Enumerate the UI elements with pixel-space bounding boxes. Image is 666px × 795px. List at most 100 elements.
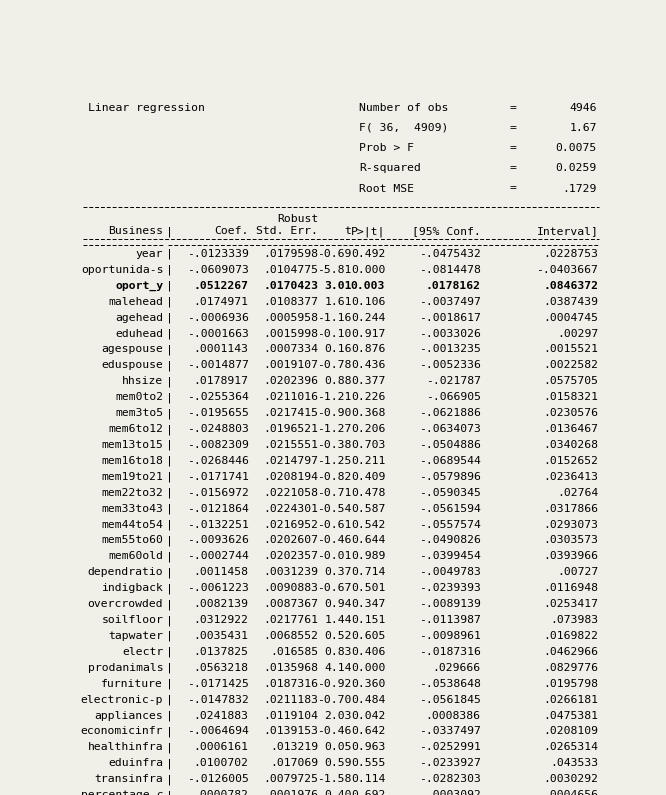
Text: .0208194: .0208194 — [263, 471, 318, 482]
Text: -0.70: -0.70 — [317, 695, 352, 704]
Text: .0512267: .0512267 — [193, 281, 248, 291]
Text: .0253417: .0253417 — [543, 599, 598, 609]
Text: |: | — [166, 487, 172, 498]
Text: .0195798: .0195798 — [543, 679, 598, 688]
Text: .0241883: .0241883 — [193, 711, 248, 720]
Text: .0214797: .0214797 — [263, 456, 318, 466]
Text: .0006161: .0006161 — [193, 743, 248, 752]
Text: -.0002744: -.0002744 — [186, 552, 248, 561]
Text: 0.484: 0.484 — [351, 695, 385, 704]
Text: 0.406: 0.406 — [351, 647, 385, 657]
Text: .0031239: .0031239 — [263, 568, 318, 577]
Text: -.0052336: -.0052336 — [419, 360, 481, 370]
Text: -.0475432: -.0475432 — [419, 249, 481, 259]
Text: .0293073: .0293073 — [543, 519, 598, 529]
Text: -.0590345: -.0590345 — [419, 487, 481, 498]
Text: 0.000: 0.000 — [351, 265, 385, 275]
Text: 0.000: 0.000 — [351, 663, 385, 673]
Text: -.0252991: -.0252991 — [419, 743, 481, 752]
Text: .0030292: .0030292 — [543, 774, 598, 784]
Text: |: | — [166, 774, 172, 785]
Text: |: | — [166, 790, 172, 795]
Text: Business: Business — [109, 226, 163, 236]
Text: -.0093626: -.0093626 — [186, 535, 248, 545]
Text: .0000782: .0000782 — [193, 790, 248, 795]
Text: 0.963: 0.963 — [351, 743, 385, 752]
Text: mem22to32: mem22to32 — [101, 487, 163, 498]
Text: eduhead: eduhead — [115, 328, 163, 339]
Text: 0.492: 0.492 — [351, 249, 385, 259]
Text: |: | — [166, 695, 172, 705]
Text: -.0147832: -.0147832 — [186, 695, 248, 704]
Text: |: | — [166, 376, 172, 386]
Text: 0.555: 0.555 — [351, 758, 385, 768]
Text: |: | — [166, 265, 172, 275]
Text: mem13to15: mem13to15 — [101, 440, 163, 450]
Text: -.0013235: -.0013235 — [419, 344, 481, 355]
Text: -0.78: -0.78 — [317, 360, 352, 370]
Text: .0001143: .0001143 — [193, 344, 248, 355]
Text: .0090883: .0090883 — [263, 584, 318, 593]
Text: -0.82: -0.82 — [317, 471, 352, 482]
Text: -.0098961: -.0098961 — [419, 631, 481, 641]
Text: economicinfr: economicinfr — [81, 727, 163, 736]
Text: |: | — [166, 226, 172, 237]
Text: .0116948: .0116948 — [543, 584, 598, 593]
Text: -0.71: -0.71 — [317, 487, 352, 498]
Text: 4.14: 4.14 — [324, 663, 352, 673]
Text: -.0049783: -.0049783 — [419, 568, 481, 577]
Text: .0462966: .0462966 — [543, 647, 598, 657]
Text: .0022582: .0022582 — [543, 360, 598, 370]
Text: .0317866: .0317866 — [543, 503, 598, 514]
Text: agespouse: agespouse — [101, 344, 163, 355]
Text: 0.042: 0.042 — [351, 711, 385, 720]
Text: .016585: .016585 — [270, 647, 318, 657]
Text: -.0061223: -.0061223 — [186, 584, 248, 593]
Text: 0.52: 0.52 — [324, 631, 352, 641]
Text: 0.501: 0.501 — [351, 584, 385, 593]
Text: |: | — [166, 552, 172, 562]
Text: 0.876: 0.876 — [351, 344, 385, 355]
Text: .0216952: .0216952 — [263, 519, 318, 529]
Text: .0007334: .0007334 — [263, 344, 318, 355]
Text: 0.587: 0.587 — [351, 503, 385, 514]
Text: 0.347: 0.347 — [351, 599, 385, 609]
Text: =: = — [509, 143, 516, 153]
Text: 0.003: 0.003 — [351, 281, 385, 291]
Text: 0.16: 0.16 — [324, 344, 352, 355]
Text: Coef.: Coef. — [214, 226, 248, 236]
Text: F( 36,  4909): F( 36, 4909) — [360, 123, 449, 133]
Text: 0.409: 0.409 — [351, 471, 385, 482]
Text: 0.151: 0.151 — [351, 615, 385, 625]
Text: .0202396: .0202396 — [263, 376, 318, 386]
Text: mem16to18: mem16to18 — [101, 456, 163, 466]
Text: |: | — [166, 281, 172, 291]
Text: eduinfra: eduinfra — [109, 758, 163, 768]
Text: -.0014877: -.0014877 — [186, 360, 248, 370]
Text: 1.67: 1.67 — [569, 123, 597, 133]
Text: -1.16: -1.16 — [317, 312, 352, 323]
Text: |: | — [166, 519, 172, 530]
Text: 2.03: 2.03 — [324, 711, 352, 720]
Text: 0.644: 0.644 — [351, 535, 385, 545]
Text: |: | — [166, 647, 172, 657]
Text: -0.10: -0.10 — [317, 328, 352, 339]
Text: .0079725: .0079725 — [263, 774, 318, 784]
Text: .0221058: .0221058 — [263, 487, 318, 498]
Text: mem3to5: mem3to5 — [115, 408, 163, 418]
Text: .0104775: .0104775 — [263, 265, 318, 275]
Text: -.0399454: -.0399454 — [419, 552, 481, 561]
Text: -.0282303: -.0282303 — [419, 774, 481, 784]
Text: Number of obs: Number of obs — [360, 103, 449, 113]
Text: -0.92: -0.92 — [317, 679, 352, 688]
Text: |: | — [166, 456, 172, 467]
Text: 0.59: 0.59 — [324, 758, 352, 768]
Text: 3.01: 3.01 — [324, 281, 352, 291]
Text: -.0561594: -.0561594 — [419, 503, 481, 514]
Text: .0174971: .0174971 — [193, 297, 248, 307]
Text: furniture: furniture — [101, 679, 163, 688]
Text: .013219: .013219 — [270, 743, 318, 752]
Text: mem19to21: mem19to21 — [101, 471, 163, 482]
Text: Linear regression: Linear regression — [89, 103, 205, 113]
Text: -1.21: -1.21 — [317, 392, 352, 402]
